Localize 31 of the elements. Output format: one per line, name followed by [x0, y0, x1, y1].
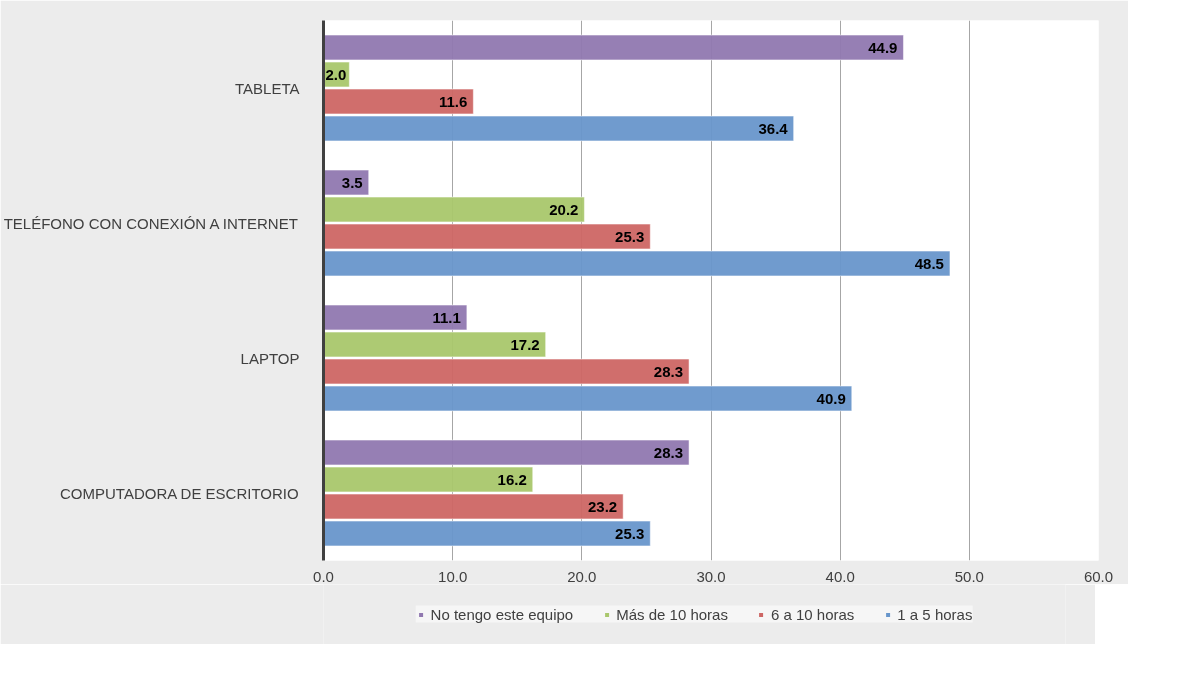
data-label: 28.3	[653, 362, 684, 380]
data-label: 40.9	[816, 389, 846, 407]
legend-label: No tengo este equipo	[430, 605, 574, 623]
y-tick-label: TABLETA	[235, 79, 300, 97]
data-label: 36.4	[758, 119, 789, 137]
legend-label: Más de 10 horas	[616, 605, 728, 623]
legend-label: 1 a 5 horas	[897, 605, 973, 623]
data-label: 17.2	[510, 335, 540, 353]
data-label: 16.2	[497, 470, 527, 488]
y-tick-label: COMPUTADORA DE ESCRITORIO	[60, 484, 299, 502]
data-label: 20.2	[549, 200, 579, 218]
data-label: 25.3	[615, 524, 645, 542]
legend-label: 6 a 10 horas	[770, 605, 855, 623]
data-label: 23.2	[587, 497, 618, 515]
data-label: 25.3	[615, 227, 645, 245]
x-tick-label: 30.0	[696, 567, 726, 585]
data-label: 11.1	[432, 308, 461, 326]
data-label: 3.5	[341, 173, 363, 191]
data-label: 44.9	[868, 38, 898, 56]
x-tick-label: 50.0	[954, 567, 984, 585]
data-label: 11.6	[438, 92, 468, 110]
x-tick-label: 40.0	[825, 567, 855, 585]
data-label: 28.3	[653, 443, 684, 461]
data-label: 2.0	[325, 65, 347, 83]
x-tick-label: 10.0	[438, 567, 468, 585]
x-tick-label: 0.0	[313, 567, 334, 585]
x-tick-label: 20.0	[567, 567, 597, 585]
data-label: 48.5	[914, 254, 944, 272]
y-tick-label: LAPTOP	[240, 349, 300, 367]
y-tick-label: TELÉFONO CON CONEXIÓN A INTERNET	[3, 214, 298, 232]
x-tick-label: 60.0	[1083, 567, 1114, 585]
